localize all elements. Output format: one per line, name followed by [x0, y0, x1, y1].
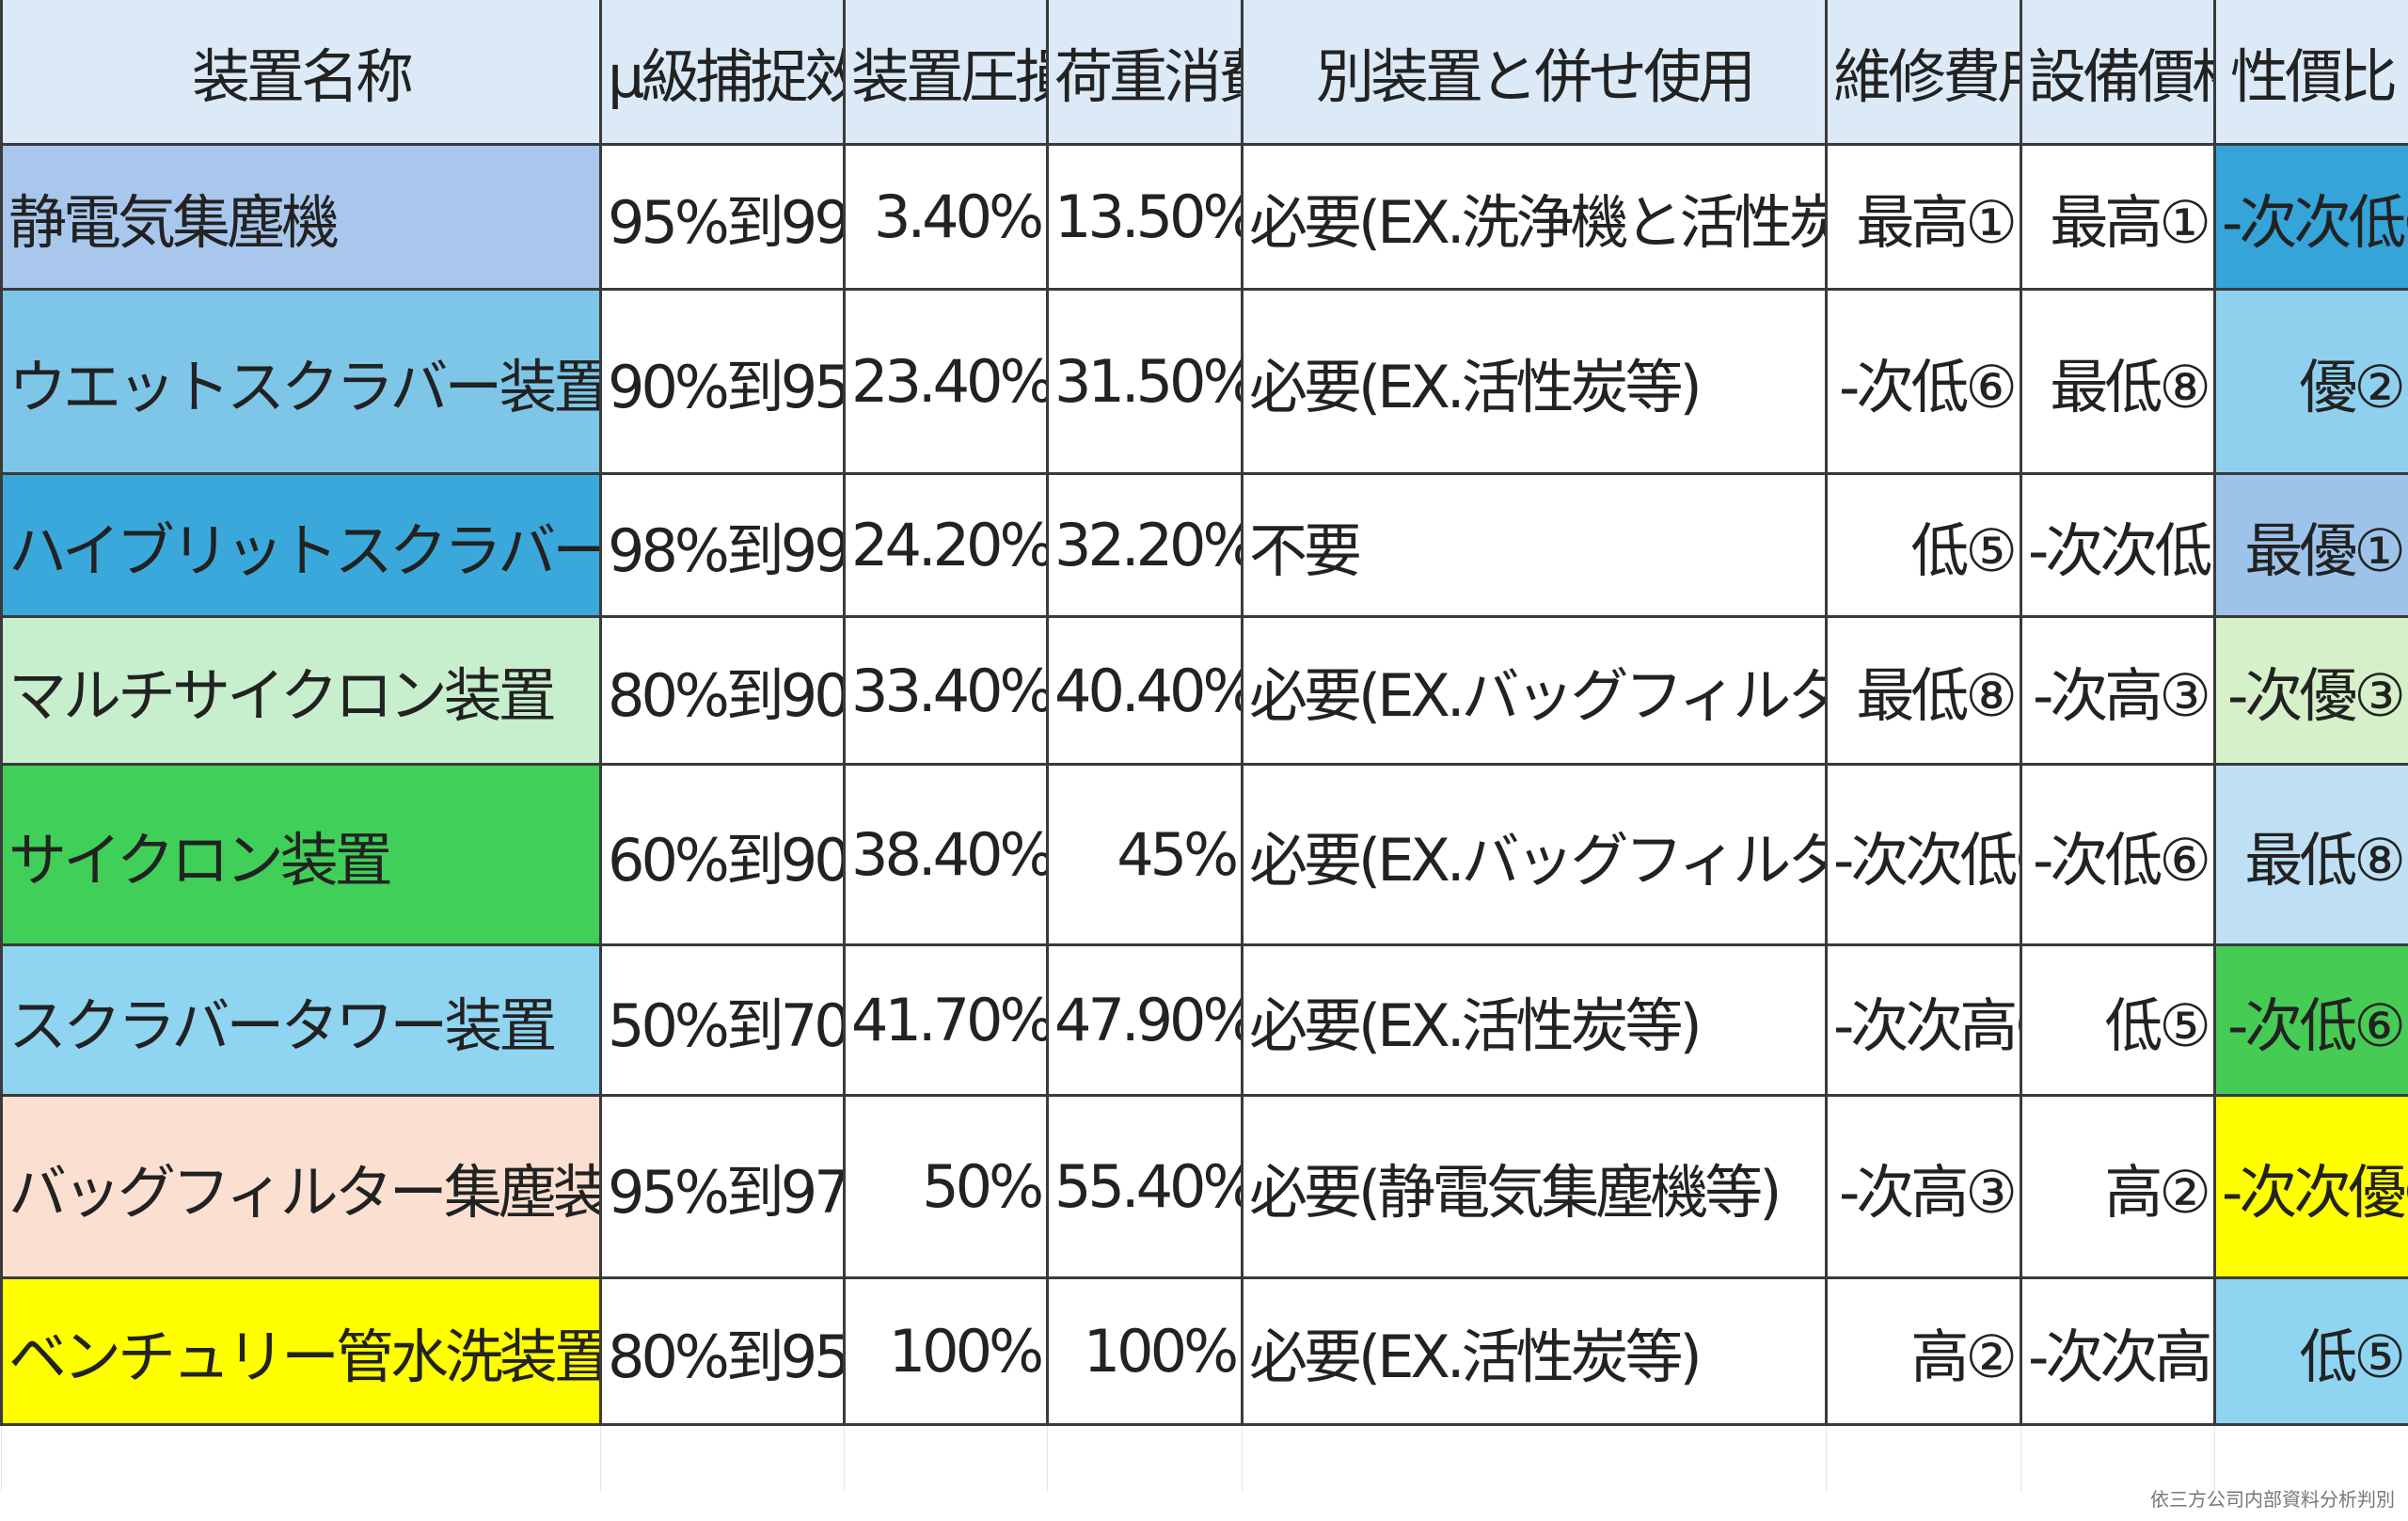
table-cell: 3.40%: [843, 143, 1049, 291]
header-cell: 維修費用: [1825, 0, 2022, 146]
source-note: 依三方公司内部資料分析判別: [2150, 1488, 2395, 1511]
table-cell: 必要(EX.活性炭等): [1241, 288, 1828, 475]
table-cell: 必要(EX.活性炭等): [1241, 943, 1828, 1097]
table-cell: -次次低⑦: [1825, 763, 2022, 946]
table-cell: -次次低⑦: [2213, 143, 2408, 291]
blank-cell: [2020, 1424, 2215, 1492]
blank-cell: [1047, 1424, 1243, 1492]
header-cell: 性價比: [2213, 0, 2408, 146]
table-cell: 80%到95%: [599, 1276, 846, 1426]
table-cell: -次次高④: [2020, 1276, 2216, 1426]
table-cell: -次低⑥: [2020, 763, 2216, 946]
table-cell: 低⑤: [1825, 472, 2022, 618]
table-cell: 高②: [2020, 1094, 2216, 1279]
table-cell: マルチサイクロン装置: [0, 615, 602, 766]
table-cell: -次次高④: [1825, 943, 2022, 1097]
blank-cell: [1, 1424, 601, 1492]
table-cell: 最高①: [1825, 143, 2022, 291]
table-cell: 24.20%: [843, 472, 1049, 618]
table-cell: 高②: [1825, 1276, 2022, 1426]
table-cell: 必要(EX.洗浄機と活性炭等): [1241, 143, 1828, 291]
table-cell: 41.70%: [843, 943, 1049, 1097]
table-cell: 最優①: [2213, 472, 2408, 618]
table-cell: 必要(EX.活性炭等): [1241, 1276, 1828, 1426]
header-row: 装置名称μ級捕捉效率装置圧損荷重消費別装置と併せ使用維修費用設備價格性價比: [0, 0, 2408, 146]
table-cell: 低⑤: [2213, 1276, 2408, 1426]
blank-cell: [1826, 1424, 2021, 1492]
table-cell: 50%到70%: [599, 943, 846, 1097]
table-cell: 最低⑧: [2213, 763, 2408, 946]
table-cell: 不要: [1241, 472, 1828, 618]
table-row: バッグフィルター集塵装置95%到97%50%55.40%必要(静電気集塵機等)-…: [0, 1094, 2408, 1279]
header-cell: μ級捕捉效率: [599, 0, 846, 146]
table-cell: 低⑤: [2020, 943, 2216, 1097]
table-cell: -次次低⑦: [2020, 472, 2216, 618]
blank-cell: [600, 1424, 845, 1492]
header-cell: 装置圧損: [843, 0, 1049, 146]
table-cell: 90%到95%: [599, 288, 846, 475]
table-cell: 31.50%: [1046, 288, 1244, 475]
table-cell: 必要(静電気集塵機等): [1241, 1094, 1828, 1279]
table-row: ハイブリットスクラバー装置98%到99%24.20%32.20%不要低⑤-次次低…: [0, 472, 2408, 618]
table-cell: 38.40%: [843, 763, 1049, 946]
table-row: 静電気集塵機95%到99%3.40%13.50%必要(EX.洗浄機と活性炭等)最…: [0, 143, 2408, 291]
table-cell: -次低⑥: [2213, 943, 2408, 1097]
table-cell: 100%: [843, 1276, 1049, 1426]
table-cell: 95%到97%: [599, 1094, 846, 1279]
table-cell: 必要(EX.バッグフィルター等): [1241, 763, 1828, 946]
table-row: マルチサイクロン装置80%到90%33.40%40.40%必要(EX.バッグフィ…: [0, 615, 2408, 766]
table-cell: 60%到90%: [599, 763, 846, 946]
table-cell: 23.40%: [843, 288, 1049, 475]
table-cell: 最低⑧: [1825, 615, 2022, 766]
table-cell: 50%: [843, 1094, 1049, 1279]
table-cell: -次次優④: [2213, 1094, 2408, 1279]
blank-cell: [844, 1424, 1048, 1492]
table-row: ベンチュリー管水洗装置80%到95%100%100%必要(EX.活性炭等)高②-…: [0, 1276, 2408, 1426]
table-cell: 最低⑧: [2020, 288, 2216, 475]
table-cell: バッグフィルター集塵装置: [0, 1094, 602, 1279]
table-row: スクラバータワー装置50%到70%41.70%47.90%必要(EX.活性炭等)…: [0, 943, 2408, 1097]
table-cell: 優②: [2213, 288, 2408, 475]
table-row: ウエットスクラバー装置90%到95%23.40%31.50%必要(EX.活性炭等…: [0, 288, 2408, 475]
table-cell: 33.40%: [843, 615, 1049, 766]
table-cell: 45%: [1046, 763, 1244, 946]
table-cell: -次優③: [2213, 615, 2408, 766]
table-cell: 55.40%: [1046, 1094, 1244, 1279]
table-cell: 最高①: [2020, 143, 2216, 291]
table-cell: -次低⑥: [1825, 288, 2022, 475]
table-cell: 13.50%: [1046, 143, 1244, 291]
header-cell: 設備價格: [2020, 0, 2216, 146]
table-cell: 98%到99%: [599, 472, 846, 618]
blank-cell: [1242, 1424, 1827, 1492]
table-cell: 80%到90%: [599, 615, 846, 766]
header-cell: 装置名称: [0, 0, 602, 146]
table-cell: 32.20%: [1046, 472, 1244, 618]
table-cell: 100%: [1046, 1276, 1244, 1426]
table-cell: -次高③: [2020, 615, 2216, 766]
blank-cell: [2214, 1424, 2408, 1492]
table-cell: -次高③: [1825, 1094, 2022, 1279]
table-cell: ベンチュリー管水洗装置: [0, 1276, 602, 1426]
table-cell: ウエットスクラバー装置: [0, 288, 602, 475]
blank-row: [1, 1424, 2408, 1492]
header-cell: 荷重消費: [1046, 0, 1244, 146]
table-cell: 40.40%: [1046, 615, 1244, 766]
table-cell: 47.90%: [1046, 943, 1244, 1097]
table-cell: 必要(EX.バッグフィルター等): [1241, 615, 1828, 766]
table-cell: 静電気集塵機: [0, 143, 602, 291]
table-cell: 95%到99%: [599, 143, 846, 291]
table-cell: ハイブリットスクラバー装置: [0, 472, 602, 618]
table-cell: スクラバータワー装置: [0, 943, 602, 1097]
table-cell: サイクロン装置: [0, 763, 602, 946]
table-row: サイクロン装置60%到90%38.40%45%必要(EX.バッグフィルター等)-…: [0, 763, 2408, 946]
header-cell: 別装置と併せ使用: [1241, 0, 1828, 146]
